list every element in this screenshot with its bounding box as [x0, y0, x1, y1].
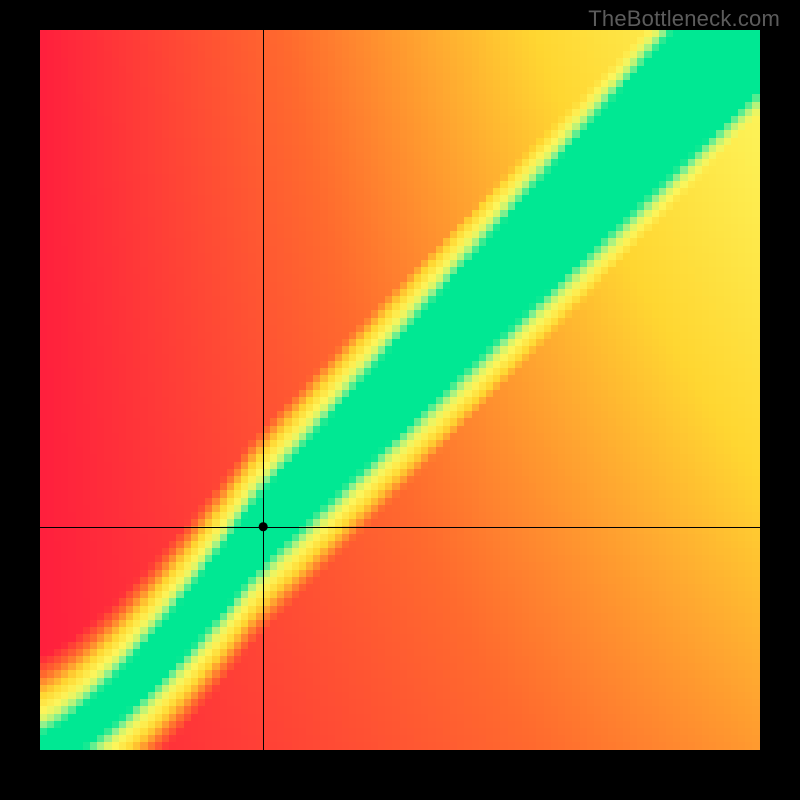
bottleneck-heatmap — [40, 30, 760, 750]
heatmap-canvas — [40, 30, 760, 750]
watermark-text: TheBottleneck.com — [588, 6, 780, 32]
